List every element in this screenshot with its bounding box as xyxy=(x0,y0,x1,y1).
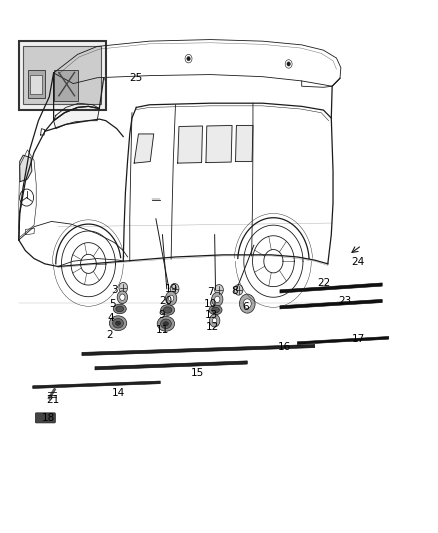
Text: 25: 25 xyxy=(130,73,143,83)
Circle shape xyxy=(287,62,290,66)
Text: 15: 15 xyxy=(191,368,204,377)
Text: 18: 18 xyxy=(42,413,55,423)
Text: 3: 3 xyxy=(111,285,118,295)
Circle shape xyxy=(120,294,125,301)
Text: 4: 4 xyxy=(108,313,114,323)
Text: 7: 7 xyxy=(207,287,214,297)
Polygon shape xyxy=(95,361,247,370)
Ellipse shape xyxy=(209,305,222,315)
Text: 22: 22 xyxy=(317,278,330,288)
Circle shape xyxy=(119,282,127,293)
Text: 8: 8 xyxy=(231,286,237,296)
Bar xyxy=(54,70,78,101)
Text: 19: 19 xyxy=(165,284,178,294)
Text: 6: 6 xyxy=(242,302,248,312)
Text: 23: 23 xyxy=(339,296,352,306)
Text: 16: 16 xyxy=(278,342,291,352)
Circle shape xyxy=(209,314,220,327)
Circle shape xyxy=(212,318,217,323)
Text: 5: 5 xyxy=(109,298,116,309)
Circle shape xyxy=(117,291,127,304)
Polygon shape xyxy=(53,103,99,128)
Text: 13: 13 xyxy=(205,310,218,320)
Circle shape xyxy=(215,296,220,303)
Text: 2: 2 xyxy=(106,330,113,341)
Ellipse shape xyxy=(161,305,175,316)
Polygon shape xyxy=(206,125,232,163)
Ellipse shape xyxy=(212,307,219,313)
Circle shape xyxy=(215,285,223,295)
Ellipse shape xyxy=(163,307,172,313)
Ellipse shape xyxy=(160,319,171,328)
Bar xyxy=(23,46,102,104)
Ellipse shape xyxy=(157,317,175,331)
Circle shape xyxy=(212,293,223,306)
Circle shape xyxy=(166,292,177,305)
Ellipse shape xyxy=(113,304,126,314)
Bar xyxy=(28,70,45,99)
Text: 12: 12 xyxy=(206,322,219,333)
Circle shape xyxy=(234,285,243,295)
Polygon shape xyxy=(33,381,160,389)
Polygon shape xyxy=(134,134,154,163)
Polygon shape xyxy=(20,155,32,182)
Polygon shape xyxy=(297,336,389,344)
Circle shape xyxy=(187,56,190,61)
Text: 21: 21 xyxy=(46,395,60,405)
Ellipse shape xyxy=(116,321,120,325)
Polygon shape xyxy=(236,125,253,161)
Polygon shape xyxy=(280,300,382,309)
Text: 20: 20 xyxy=(159,296,173,306)
Circle shape xyxy=(170,284,179,294)
Ellipse shape xyxy=(110,316,127,330)
Ellipse shape xyxy=(113,318,124,328)
Text: 14: 14 xyxy=(112,387,126,398)
FancyBboxPatch shape xyxy=(35,413,55,423)
Circle shape xyxy=(244,299,251,309)
Circle shape xyxy=(285,60,292,68)
Bar xyxy=(19,41,106,110)
Text: 11: 11 xyxy=(156,325,169,335)
Polygon shape xyxy=(178,126,202,163)
Text: 24: 24 xyxy=(352,257,365,267)
Polygon shape xyxy=(82,344,315,356)
Text: 17: 17 xyxy=(352,334,365,344)
Ellipse shape xyxy=(116,306,124,312)
Ellipse shape xyxy=(163,321,169,326)
Polygon shape xyxy=(280,283,382,293)
Bar xyxy=(30,75,42,94)
Text: 10: 10 xyxy=(204,298,217,309)
Circle shape xyxy=(20,189,34,206)
Circle shape xyxy=(185,54,192,63)
Text: 9: 9 xyxy=(158,310,165,320)
Circle shape xyxy=(240,294,255,313)
Circle shape xyxy=(169,295,174,302)
